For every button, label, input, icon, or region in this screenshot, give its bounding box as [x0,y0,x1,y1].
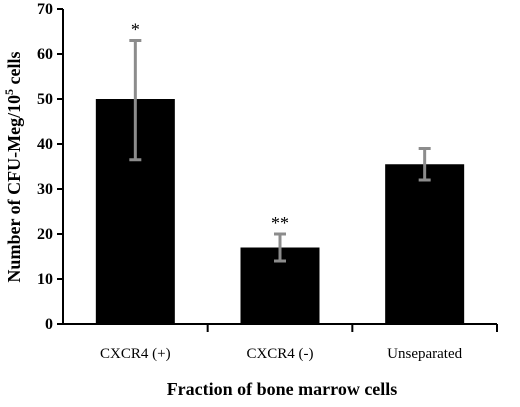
significance-marker: ** [271,213,289,233]
bars [95,99,465,324]
y-tick-label: 60 [37,46,53,63]
error-bars [129,39,431,263]
x-axis-title: Fraction of bone marrow cells [167,379,398,399]
y-tick-label: 40 [37,136,53,153]
y-tick-label: 20 [37,226,53,243]
y-tick-label: 10 [37,271,53,288]
y-tick-label: 30 [37,181,53,198]
labels: 0 10 20 30 40 50 60 70 * CXCR4 (+) ** CXCR4 (-) Unse… [37,1,463,362]
y-tick-label: 70 [37,1,53,18]
bar [385,164,465,324]
y-axis-title-prefix: Number of CFU-Meg/10 [4,95,24,283]
x-tick-label: CXCR4 (+) [100,346,171,362]
x-tick-label: CXCR4 (-) [246,346,313,362]
y-axis-title: Number of CFU-Meg/105 cells [2,51,24,282]
y-tick-label: 0 [45,316,53,333]
x-tick-label: Unseparated [387,346,462,362]
y-axis-title-suffix: cells [4,51,24,89]
significance-marker: * [131,20,140,40]
y-axis-title-superscript: 5 [2,89,16,95]
y-tick-label: 50 [37,91,53,108]
